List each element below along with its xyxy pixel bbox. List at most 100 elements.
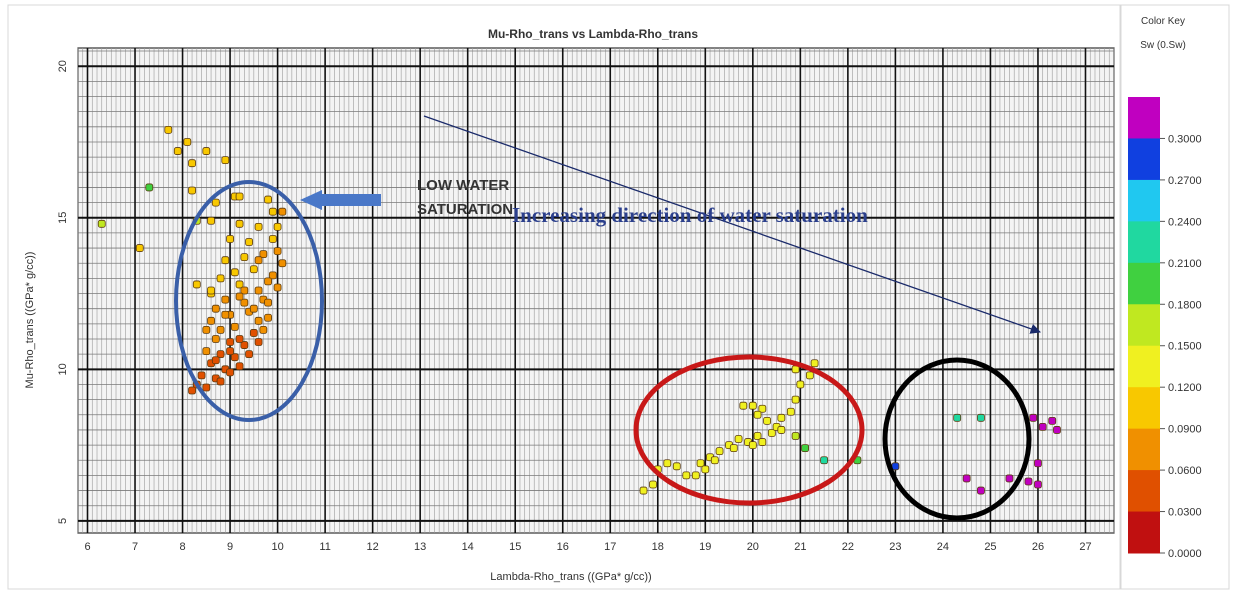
data-points xyxy=(97,125,1061,495)
y-tick-label: 5 xyxy=(57,518,69,524)
color-key-label: 0.1500 xyxy=(1168,341,1202,353)
data-point xyxy=(734,435,743,443)
low-sw-ellipse xyxy=(174,180,324,422)
color-key-label: 0.0000 xyxy=(1168,548,1202,560)
color-key-title: Color Key xyxy=(1141,16,1185,27)
data-point xyxy=(254,222,263,231)
data-point xyxy=(791,365,800,374)
low-water-label-line2: SATURATION xyxy=(417,201,513,218)
data-point xyxy=(235,219,244,228)
data-point xyxy=(639,486,648,495)
x-tick-labels: 6 7 8 9 10 11 12 13 14 15 16 17 18 19 20 21 22 23 24 25 26 27 xyxy=(84,541,1091,553)
data-point xyxy=(977,486,985,495)
data-point xyxy=(953,413,962,422)
data-point xyxy=(254,256,263,265)
data-point xyxy=(211,356,220,365)
data-point xyxy=(221,310,230,319)
x-tick-label: 8 xyxy=(179,541,185,553)
data-point xyxy=(268,271,277,280)
data-point xyxy=(672,462,681,471)
data-point xyxy=(273,222,282,231)
data-point xyxy=(207,316,215,325)
data-point xyxy=(701,465,710,474)
data-point xyxy=(801,444,810,453)
data-point xyxy=(245,350,253,359)
data-point xyxy=(254,338,263,346)
data-point xyxy=(216,350,225,359)
data-point xyxy=(183,138,192,146)
data-point xyxy=(221,156,230,165)
color-key-swatch xyxy=(1128,428,1160,471)
data-point xyxy=(767,429,776,437)
x-tick-label: 17 xyxy=(604,541,616,553)
data-point xyxy=(758,404,767,413)
data-point xyxy=(164,125,173,134)
data-point xyxy=(192,280,201,289)
x-tick-label: 24 xyxy=(937,541,949,553)
color-key-label: 0.0900 xyxy=(1168,424,1202,436)
color-key-swatch xyxy=(1128,138,1160,181)
data-point xyxy=(240,253,249,262)
data-point xyxy=(1053,426,1061,434)
color-key-variable: Sw (0.Sw) xyxy=(1140,40,1186,51)
data-point xyxy=(216,326,225,334)
mid-sw-ellipse xyxy=(633,354,865,506)
direction-arrow xyxy=(423,115,1041,334)
x-axis-label: Lambda-Rho_trans ((GPa* g/cc)) xyxy=(490,571,651,583)
x-tick-label: 25 xyxy=(984,541,996,553)
x-tick-label: 9 xyxy=(227,541,233,553)
data-point xyxy=(273,247,282,255)
data-point xyxy=(663,459,672,468)
y-tick-label: 15 xyxy=(57,212,69,224)
data-point xyxy=(1034,459,1042,468)
x-tick-label: 13 xyxy=(414,541,426,553)
data-point xyxy=(254,286,263,295)
x-tick-label: 12 xyxy=(367,541,379,553)
data-point xyxy=(216,377,225,386)
color-key-swatch xyxy=(1128,345,1160,388)
x-tick-label: 22 xyxy=(842,541,854,553)
color-key-label: 0.0600 xyxy=(1168,465,1202,477)
y-tick-label: 10 xyxy=(57,363,69,375)
data-point xyxy=(791,432,800,440)
data-point xyxy=(135,244,144,252)
data-point xyxy=(696,459,705,468)
color-key-swatch xyxy=(1128,304,1160,347)
data-point xyxy=(753,432,762,440)
data-point xyxy=(202,383,211,392)
x-tick-label: 10 xyxy=(271,541,283,553)
data-point xyxy=(211,304,220,313)
data-point xyxy=(820,456,829,465)
data-point xyxy=(786,407,795,416)
color-key-swatch xyxy=(1128,97,1160,139)
data-point xyxy=(748,441,757,449)
data-point xyxy=(226,347,234,356)
x-tick-label: 23 xyxy=(889,541,901,553)
color-key-label: 0.2700 xyxy=(1168,175,1202,187)
color-key-swatch xyxy=(1128,511,1160,554)
data-point xyxy=(249,329,258,337)
data-point xyxy=(235,292,244,301)
data-point xyxy=(748,401,757,410)
data-point xyxy=(207,216,215,225)
data-point xyxy=(202,347,211,356)
color-key-swatch xyxy=(1128,262,1160,305)
color-key-label: 0.2400 xyxy=(1168,216,1202,228)
data-point xyxy=(1048,416,1057,425)
data-point xyxy=(197,371,206,380)
color-key-swatch xyxy=(1128,470,1160,513)
data-point xyxy=(211,335,220,343)
data-point xyxy=(226,338,234,346)
y-tick-label: 20 xyxy=(57,60,69,72)
data-point xyxy=(805,371,814,380)
data-point xyxy=(278,207,287,216)
color-key-swatch xyxy=(1128,179,1160,222)
data-point xyxy=(278,259,287,268)
data-point xyxy=(226,368,234,377)
y-tick-labels: 5 10 15 20 xyxy=(57,60,69,524)
color-key-label: 0.0300 xyxy=(1168,507,1202,519)
data-point xyxy=(249,265,258,274)
data-point xyxy=(202,326,211,334)
data-point xyxy=(710,456,719,465)
